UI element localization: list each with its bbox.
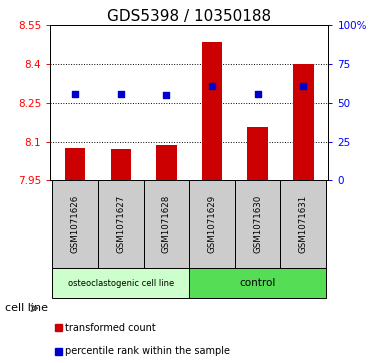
Bar bbox=[293, 64, 313, 180]
Point bbox=[255, 91, 260, 97]
Text: cell line: cell line bbox=[5, 303, 48, 313]
Bar bbox=[202, 42, 222, 180]
Text: percentile rank within the sample: percentile rank within the sample bbox=[65, 346, 230, 356]
Bar bbox=[235, 180, 280, 268]
Text: GSM1071630: GSM1071630 bbox=[253, 195, 262, 253]
Bar bbox=[247, 127, 268, 180]
Bar bbox=[52, 268, 189, 298]
Bar bbox=[189, 268, 326, 298]
Text: transformed count: transformed count bbox=[65, 323, 156, 333]
Point bbox=[164, 92, 170, 98]
Text: control: control bbox=[239, 278, 276, 288]
Text: GSM1071629: GSM1071629 bbox=[207, 195, 217, 253]
Text: GSM1071631: GSM1071631 bbox=[299, 195, 308, 253]
Text: GSM1071628: GSM1071628 bbox=[162, 195, 171, 253]
Bar bbox=[144, 180, 189, 268]
Title: GDS5398 / 10350188: GDS5398 / 10350188 bbox=[107, 9, 271, 24]
Point bbox=[118, 91, 124, 97]
Bar bbox=[55, 324, 62, 331]
Bar bbox=[280, 180, 326, 268]
Text: GSM1071627: GSM1071627 bbox=[116, 195, 125, 253]
Point bbox=[300, 83, 306, 89]
Bar bbox=[156, 146, 177, 180]
Text: GSM1071626: GSM1071626 bbox=[70, 195, 80, 253]
Point bbox=[72, 91, 78, 97]
Bar bbox=[111, 149, 131, 180]
Bar bbox=[65, 148, 85, 180]
Bar bbox=[52, 180, 98, 268]
Bar bbox=[189, 180, 235, 268]
Bar bbox=[98, 180, 144, 268]
Text: osteoclastogenic cell line: osteoclastogenic cell line bbox=[68, 279, 174, 288]
Bar bbox=[55, 347, 62, 355]
Point bbox=[209, 83, 215, 89]
